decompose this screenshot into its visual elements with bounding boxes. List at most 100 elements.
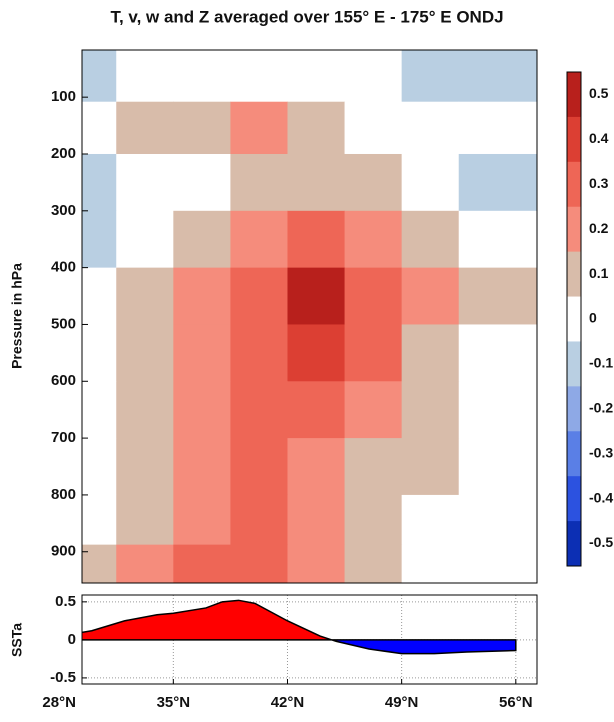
colorbar-label: 0.3 xyxy=(589,175,609,191)
contour-cell xyxy=(458,494,538,546)
colorbar-label: -0.5 xyxy=(589,534,613,550)
y-tick-label: 0 xyxy=(68,631,76,648)
contour-cell xyxy=(230,101,288,155)
contour-cell xyxy=(287,210,346,269)
contour-cell xyxy=(287,324,346,382)
contour-cell xyxy=(458,210,538,269)
x-tick-label: 28°N xyxy=(42,694,76,711)
contour-cell xyxy=(458,438,538,496)
y-tick-label: 500 xyxy=(51,315,76,332)
contour-cell xyxy=(344,381,403,439)
contour-cell xyxy=(287,50,346,103)
contour-cell xyxy=(173,438,231,496)
colorbar-label: 0.1 xyxy=(589,265,609,281)
contour-cell xyxy=(401,494,460,546)
colorbar-swatch xyxy=(567,206,581,253)
y-tick-label: 700 xyxy=(51,429,76,446)
contour-cell xyxy=(401,544,460,584)
colorbar-label: -0.4 xyxy=(589,489,613,505)
colorbar-label: -0.2 xyxy=(589,400,613,416)
contour-cell xyxy=(401,267,460,325)
y-tick-label: 0.5 xyxy=(55,593,76,610)
contour-cell xyxy=(82,210,117,269)
contour-cell xyxy=(82,494,117,546)
contour-cell xyxy=(230,324,288,382)
contour-cell xyxy=(82,438,117,496)
contour-cell xyxy=(82,50,117,103)
chart-title: T, v, w and Z averaged over 155° E - 175… xyxy=(110,7,503,26)
contour-cell xyxy=(401,381,460,439)
contour-cell xyxy=(173,381,231,439)
contour-cell xyxy=(173,50,231,103)
y-tick-label: -0.5 xyxy=(50,669,76,686)
contour-cell xyxy=(401,210,460,269)
y-tick-label: 400 xyxy=(51,259,76,276)
colorbar-label: 0.5 xyxy=(589,85,609,101)
plot-frame xyxy=(81,49,538,584)
contour-cell xyxy=(458,544,538,584)
colorbar-swatch xyxy=(567,521,581,567)
contour-cell xyxy=(230,438,288,496)
contour-cell xyxy=(344,438,403,496)
colorbar-swatch xyxy=(567,161,581,208)
contour-cell xyxy=(344,50,403,103)
x-tick-label: 42°N xyxy=(271,694,305,711)
contour-cell xyxy=(173,494,231,546)
contour-cell xyxy=(116,101,174,155)
contour-cell xyxy=(344,544,403,584)
contour-cell xyxy=(401,101,460,155)
contour-cell xyxy=(173,210,231,269)
colorbar-label: -0.3 xyxy=(589,444,613,460)
colorbar-swatch xyxy=(567,386,581,432)
contour-cell xyxy=(82,101,117,155)
y-tick-label: 800 xyxy=(51,486,76,503)
contour-cell xyxy=(82,381,117,439)
colorbar-swatch xyxy=(567,116,581,163)
contour-cell xyxy=(401,50,460,103)
colorbar-label: 0.4 xyxy=(589,130,609,146)
contour-cell xyxy=(344,267,403,325)
contour-cell xyxy=(173,544,231,584)
contour-cell xyxy=(230,153,288,212)
sst-area xyxy=(82,599,517,655)
contour-cell xyxy=(287,381,346,439)
contour-cell xyxy=(344,210,403,269)
y-tick-label: 200 xyxy=(51,145,76,162)
contour-cell xyxy=(344,324,403,382)
y-axis-label: SSTa xyxy=(9,623,25,657)
contour-cell xyxy=(287,438,346,496)
contour-cell xyxy=(230,267,288,325)
y-tick-label: 900 xyxy=(51,543,76,560)
colorbar-label: -0.1 xyxy=(589,355,613,371)
colorbar-swatch xyxy=(567,476,581,522)
contour-cell xyxy=(287,494,346,546)
colorbar-label: 0.2 xyxy=(589,220,609,236)
contour-cell xyxy=(287,101,346,155)
contour-cell xyxy=(458,381,538,439)
contour-cell xyxy=(287,267,346,325)
contour-cell xyxy=(116,267,174,325)
y-tick-label: 600 xyxy=(51,372,76,389)
x-tick-label: 35°N xyxy=(157,694,191,711)
contour-cell xyxy=(344,101,403,155)
contour-cell xyxy=(116,153,174,212)
contour-cell xyxy=(458,267,538,325)
contour-cell xyxy=(116,50,174,103)
contour-cell xyxy=(173,153,231,212)
contour-cell xyxy=(287,153,346,212)
contour-cell xyxy=(116,494,174,546)
contour-cell xyxy=(116,324,174,382)
contour-cell xyxy=(82,267,117,325)
colorbar-swatch xyxy=(567,431,581,477)
contour-cell xyxy=(116,438,174,496)
colorbar-frame xyxy=(566,71,582,567)
colorbar-swatch xyxy=(567,341,581,387)
contour-cell xyxy=(116,544,174,584)
colorbar-swatch xyxy=(567,296,581,342)
contour-cell xyxy=(173,101,231,155)
contour-cell xyxy=(401,438,460,496)
contour-cell xyxy=(458,101,538,155)
contour-cell xyxy=(230,381,288,439)
contour-cell xyxy=(458,50,538,103)
